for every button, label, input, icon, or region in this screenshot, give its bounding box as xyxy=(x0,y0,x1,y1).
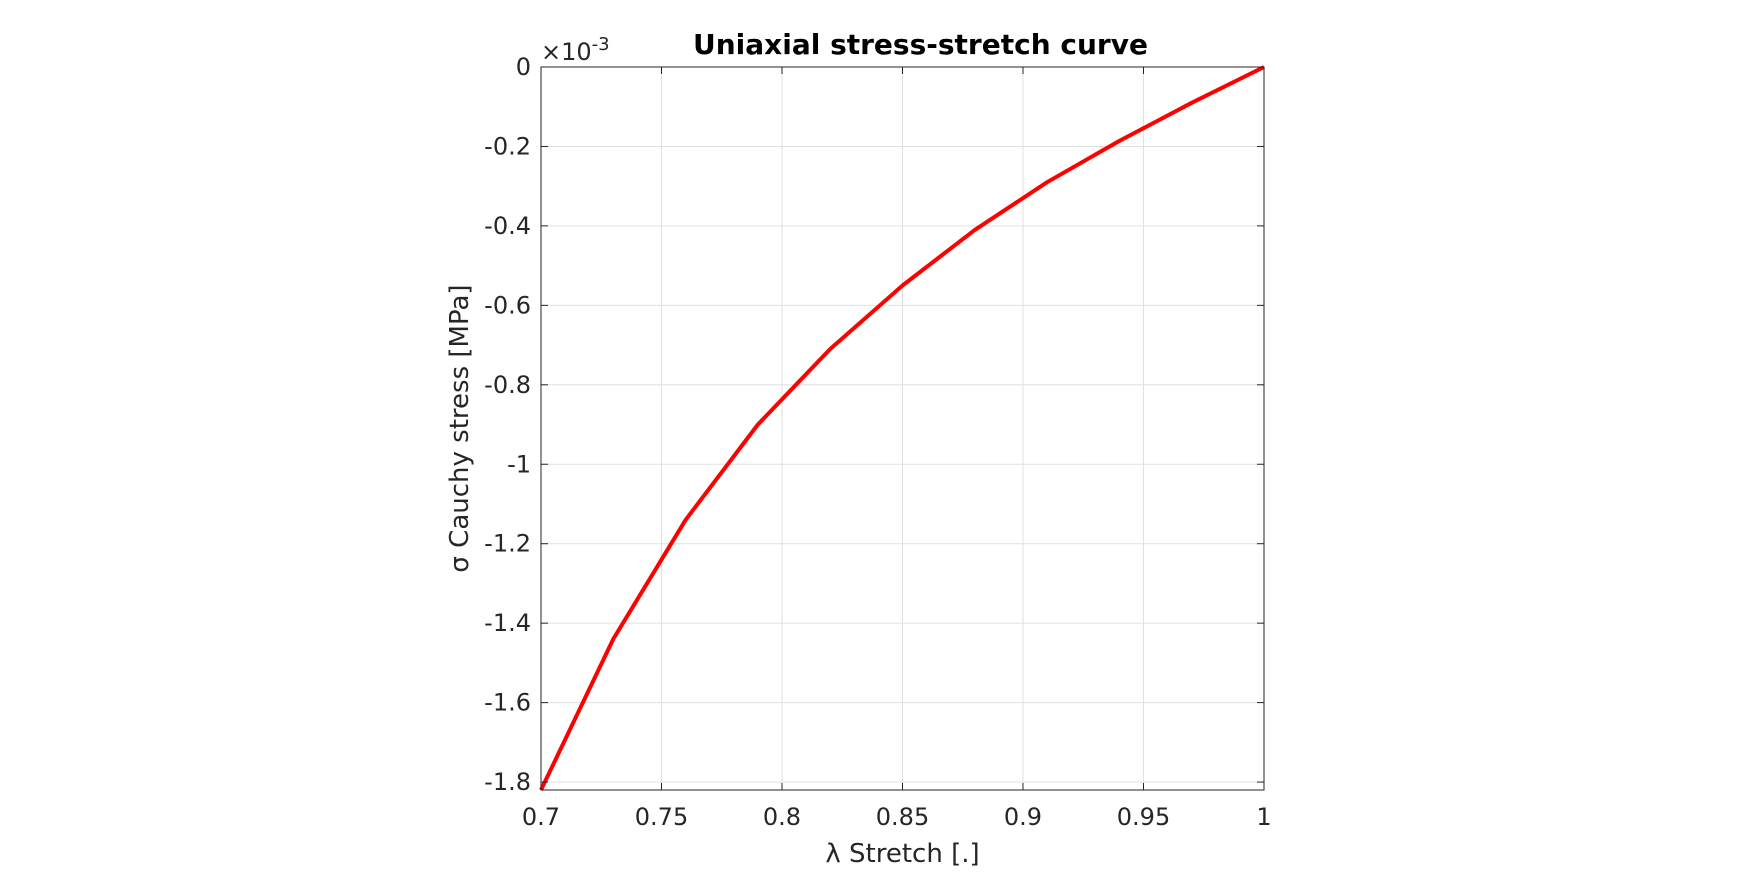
y-exponent-power: -3 xyxy=(592,34,610,55)
x-tick-label: 0.9 xyxy=(1004,803,1042,831)
y-tick-label: -1.2 xyxy=(484,530,531,558)
y-tick-label: 0 xyxy=(516,53,531,81)
y-axis-label: σ Cauchy stress [MPa] xyxy=(445,284,475,572)
y-tick-label: -0.6 xyxy=(484,291,531,319)
ticks xyxy=(540,66,1265,790)
y-exponent-base: ×10 xyxy=(541,38,592,66)
y-tick-label: -1.4 xyxy=(484,609,531,637)
x-tick-label: 1 xyxy=(1256,803,1271,831)
y-axis-exponent: ×10-3 xyxy=(541,34,610,66)
tick-labels: 0.7 0.75 0.8 0.85 0.9 0.95 1 0 -0.2 -0.4 -0.6 -0.8 -… xyxy=(484,53,1271,831)
y-tick-label: -1.6 xyxy=(484,689,531,717)
x-tick-label: 0.7 xyxy=(522,803,560,831)
x-axis-label: λ Stretch [.] xyxy=(825,839,979,869)
y-tick-label: -0.4 xyxy=(484,212,531,240)
y-tick-label: -0.8 xyxy=(484,371,531,399)
x-tick-label: 0.95 xyxy=(1117,803,1170,831)
chart-title: Uniaxial stress-stretch curve xyxy=(693,28,1148,61)
y-tick-label: -0.2 xyxy=(484,132,531,160)
y-tick-label: -1.8 xyxy=(484,768,531,796)
x-tick-label: 0.85 xyxy=(876,803,929,831)
x-tick-label: 0.75 xyxy=(635,803,688,831)
series-layer xyxy=(539,65,1265,791)
y-tick-label: -1 xyxy=(507,450,531,478)
x-tick-label: 0.8 xyxy=(763,803,801,831)
stress-stretch-line xyxy=(539,65,1265,791)
